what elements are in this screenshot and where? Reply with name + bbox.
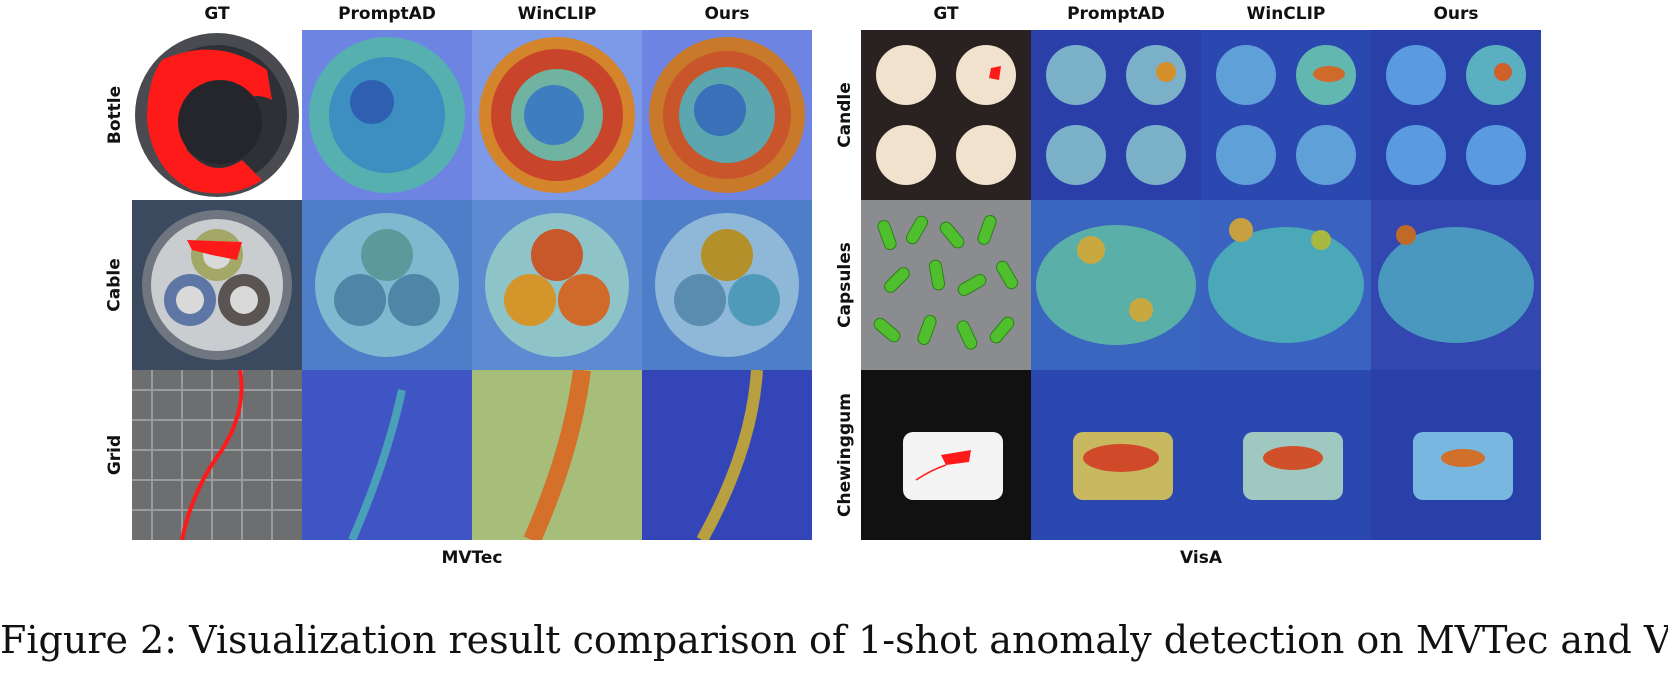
gt-image-candle	[861, 30, 1031, 200]
heatmap-promptad-bottle	[302, 30, 472, 200]
column-header-promptad: PromptAD	[1067, 4, 1165, 24]
column-header-promptad: PromptAD	[338, 4, 436, 24]
heatmap-winclip-cable	[472, 200, 642, 370]
heatmap-ours-capsules	[1371, 200, 1541, 370]
heatmap-promptad-capsules	[1031, 200, 1201, 370]
column-header-winclip: WinCLIP	[1246, 4, 1326, 24]
heatmap-winclip-bottle	[472, 30, 642, 200]
column-header-ours: Ours	[1433, 4, 1479, 24]
row-label-grid: Grid	[105, 434, 125, 476]
heatmap-ours-grid	[642, 370, 812, 540]
heatmap-promptad-grid	[302, 370, 472, 540]
gt-image-grid	[132, 370, 302, 540]
heatmap-ours-chewinggum	[1371, 370, 1541, 540]
dataset-label-mvtec: MVTec	[441, 548, 503, 568]
row-label-cable: Cable	[105, 258, 126, 312]
gt-image-cable	[132, 200, 302, 370]
heatmap-winclip-candle	[1201, 30, 1371, 200]
heatmap-winclip-chewinggum	[1201, 370, 1371, 540]
row-label-capsules: Capsules	[835, 242, 856, 328]
row-label-candle: Candle	[835, 82, 856, 148]
column-header-winclip: WinCLIP	[517, 4, 597, 24]
heatmap-promptad-cable	[302, 200, 472, 370]
gt-image-capsules	[861, 200, 1031, 370]
row-label-chewinggum: Chewinggum	[835, 393, 855, 517]
column-header-ours: Ours	[704, 4, 750, 24]
mvtec-panel: GT PromptAD WinCLIP Ours Bottle Cable Gr…	[0, 0, 840, 568]
heatmap-winclip-capsules	[1201, 200, 1371, 370]
gt-image-chewinggum	[861, 370, 1031, 540]
column-header-gt: GT	[204, 4, 230, 24]
row-label-bottle: Bottle	[105, 85, 125, 145]
heatmap-winclip-grid	[472, 370, 642, 540]
dataset-label-visa: VisA	[1180, 548, 1222, 568]
figure-caption: Figure 2: Visualization result compariso…	[0, 618, 1668, 662]
column-header-gt: GT	[933, 4, 959, 24]
heatmap-promptad-candle	[1031, 30, 1201, 200]
gt-image-bottle	[132, 30, 302, 200]
heatmap-ours-cable	[642, 200, 812, 370]
heatmap-ours-candle	[1371, 30, 1541, 200]
visa-panel: GT PromptAD WinCLIP Ours Candle Capsules…	[835, 0, 1668, 568]
heatmap-promptad-chewinggum	[1031, 370, 1201, 540]
heatmap-ours-bottle	[642, 30, 812, 200]
